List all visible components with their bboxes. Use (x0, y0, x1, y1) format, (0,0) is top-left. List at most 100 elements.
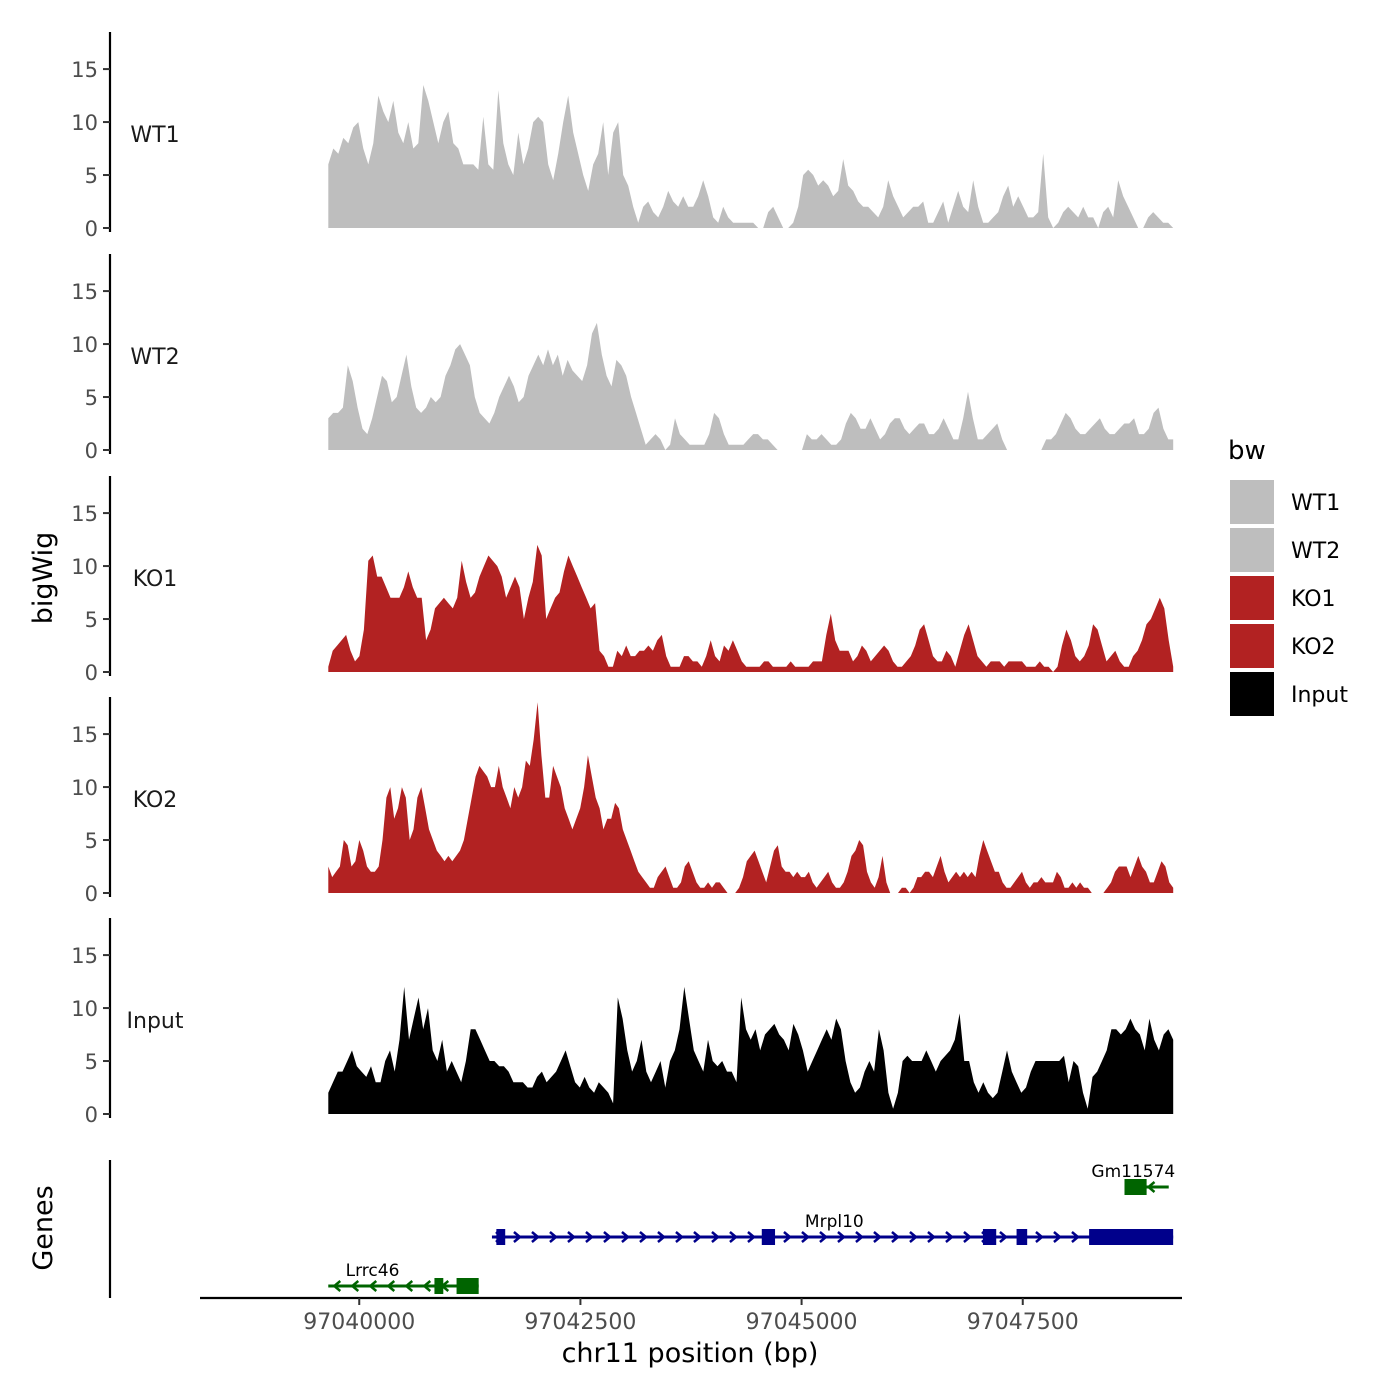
exon-block (496, 1229, 506, 1245)
strand-arrow (729, 1231, 738, 1243)
coverage-area-ko2 (328, 702, 1174, 893)
coverage-tracks: 0 5 10 15 WT1 0 5 10 15 WT2 0 5 10 15 KO1 0 5 10 15 KO2 0 5 10… (71, 32, 1174, 1127)
track-label: WT1 (130, 123, 179, 148)
y-tick-label: 10 (71, 111, 98, 135)
strand-arrow (368, 1280, 378, 1292)
strand-arrow (1071, 1231, 1080, 1243)
coverage-area-wt2 (328, 322, 1174, 450)
x-axis: 97040000 97042500 97045000 97047500 (200, 1296, 1182, 1335)
strand-arrow (585, 1231, 594, 1243)
strand-arrow (819, 1231, 828, 1243)
track-panel-wt2: 0 5 10 15 WT2 (71, 254, 1174, 463)
genes-axis-title: Genes (28, 1185, 59, 1270)
exon-block (982, 1229, 997, 1245)
strand-arrow (693, 1231, 702, 1243)
strand-arrow (711, 1231, 720, 1243)
legend-swatch-wt2 (1230, 528, 1274, 572)
y-tick-label: 0 (85, 1103, 98, 1127)
track-label: KO1 (133, 567, 178, 592)
exon-block (761, 1229, 776, 1245)
track-panel-ko1: 0 5 10 15 KO1 (71, 476, 1174, 685)
legend: bw WT1 WT2 KO1 KO2 Input (1228, 436, 1348, 716)
strand-arrow (404, 1280, 414, 1292)
strand-arrow (639, 1231, 648, 1243)
strand-arrow (350, 1280, 360, 1292)
strand-arrow (422, 1280, 432, 1292)
coverage-area-input (328, 986, 1174, 1114)
coverage-area-wt1 (328, 85, 1174, 228)
y-tick-label: 15 (71, 58, 98, 82)
strand-arrow (873, 1231, 882, 1243)
y-tick-label: 10 (71, 555, 98, 579)
gene-label: Gm11574 (1091, 1162, 1175, 1182)
legend-swatch-input (1230, 672, 1274, 716)
y-tick-label: 5 (85, 1050, 98, 1074)
track-label: Input (127, 1009, 184, 1034)
y-tick-label: 5 (85, 164, 98, 188)
strand-arrow (603, 1231, 612, 1243)
x-tick-label: 97045000 (746, 1310, 858, 1335)
gene-track: Lrrc46 Mrpl10 Gm11574 (108, 1160, 1175, 1298)
track-panel-input: 0 5 10 15 Input (71, 918, 1174, 1127)
y-tick-label: 15 (71, 723, 98, 747)
y-tick-label: 10 (71, 776, 98, 800)
x-tick-label: 97042500 (524, 1310, 636, 1335)
y-tick-label: 0 (85, 882, 98, 906)
coverage-area-ko1 (328, 544, 1174, 672)
y-tick-label: 0 (85, 217, 98, 241)
strand-arrow (909, 1231, 918, 1243)
strand-arrow (855, 1231, 864, 1243)
gene-lrrc46: Lrrc46 (328, 1261, 479, 1294)
legend-swatch-ko1 (1230, 576, 1274, 620)
strand-arrow (621, 1231, 630, 1243)
gene-mrpl10: Mrpl10 (491, 1212, 1174, 1245)
strand-arrow (927, 1231, 936, 1243)
track-label: KO2 (133, 788, 178, 813)
track-panel-wt1: 0 5 10 15 WT1 (71, 32, 1174, 241)
y-tick-label: 5 (85, 386, 98, 410)
strand-arrow (675, 1231, 684, 1243)
track-panel-ko2: 0 5 10 15 KO2 (71, 697, 1174, 906)
exon-block (1016, 1229, 1028, 1245)
legend-label-wt2: WT2 (1291, 539, 1340, 564)
gene-gm11574: Gm11574 (1091, 1162, 1175, 1195)
strand-arrow (531, 1231, 540, 1243)
y-tick-label: 5 (85, 829, 98, 853)
exon-block (434, 1278, 444, 1294)
y-tick-label: 15 (71, 502, 98, 526)
strand-arrow (891, 1231, 900, 1243)
legend-label-wt1: WT1 (1291, 491, 1340, 516)
legend-label-input: Input (1291, 683, 1348, 708)
y-axis-title: bigWig (28, 532, 59, 625)
strand-arrow (801, 1231, 810, 1243)
exon-block (456, 1278, 479, 1294)
x-axis-title: chr11 position (bp) (562, 1338, 819, 1369)
y-tick-label: 15 (71, 280, 98, 304)
strand-arrow (747, 1231, 756, 1243)
strand-arrow (783, 1231, 792, 1243)
y-tick-label: 0 (85, 439, 98, 463)
strand-arrow (837, 1231, 846, 1243)
y-tick-label: 0 (85, 661, 98, 685)
x-tick-label: 97040000 (303, 1310, 415, 1335)
strand-arrow (386, 1280, 396, 1292)
gene-label: Mrpl10 (805, 1212, 864, 1232)
strand-arrow (567, 1231, 576, 1243)
legend-title: bw (1228, 436, 1266, 466)
y-tick-label: 5 (85, 608, 98, 632)
strand-arrow (549, 1231, 558, 1243)
strand-arrow (1035, 1231, 1044, 1243)
strand-arrow (1146, 1181, 1156, 1193)
legend-swatch-ko2 (1230, 624, 1274, 668)
strand-arrow (963, 1231, 972, 1243)
y-tick-label: 10 (71, 333, 98, 357)
y-tick-label: 10 (71, 997, 98, 1021)
legend-label-ko2: KO2 (1291, 635, 1336, 660)
exon-block (1089, 1229, 1174, 1245)
strand-arrow (657, 1231, 666, 1243)
strand-arrow (513, 1231, 522, 1243)
gene-label: Lrrc46 (346, 1261, 400, 1281)
legend-swatch-wt1 (1230, 480, 1274, 524)
strand-arrow (1053, 1231, 1062, 1243)
